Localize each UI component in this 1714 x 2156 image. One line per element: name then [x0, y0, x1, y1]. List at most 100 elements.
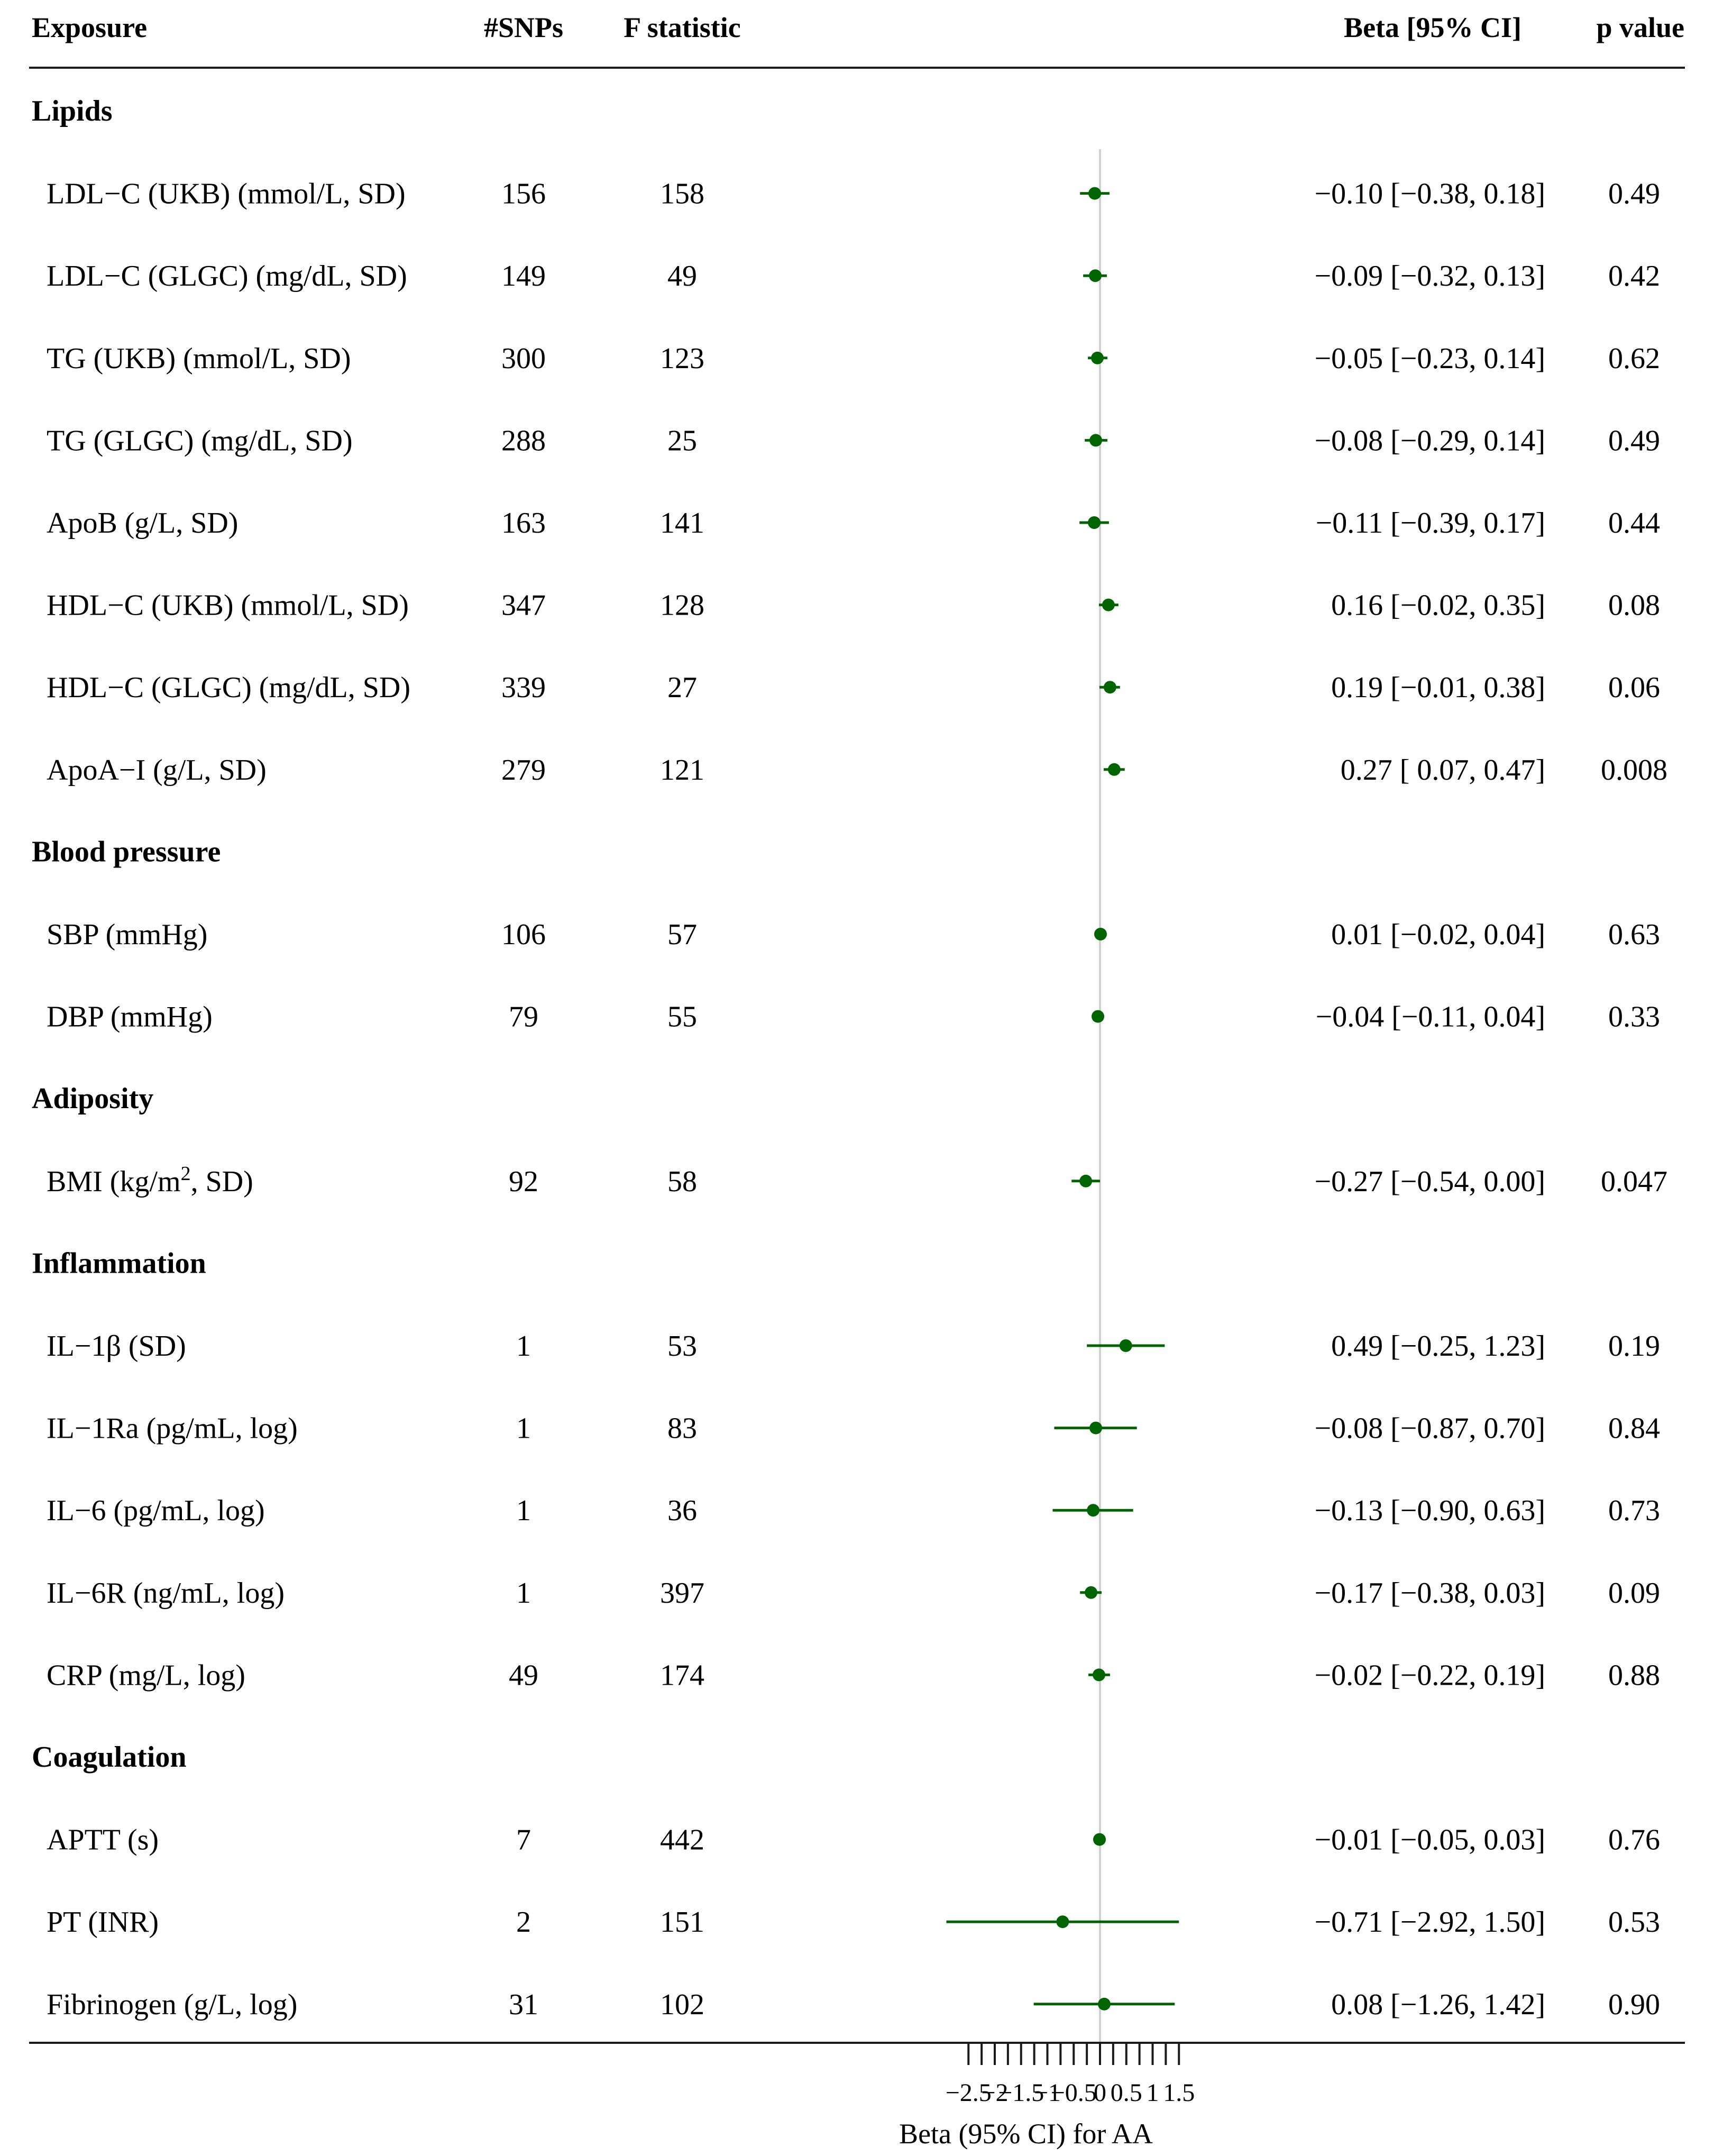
- f-statistic-value: 151: [660, 1906, 704, 1939]
- table-row: HDL−C (GLGC) (mg/dL, SD) 339 27 0.19 [−0.01…: [47, 671, 1660, 704]
- header-p-value: p value: [1596, 12, 1684, 43]
- beta-ci-text: −0.71 [−2.92, 1.50]: [1315, 1906, 1545, 1939]
- p-value: 0.49: [1608, 424, 1660, 457]
- f-statistic-value: 57: [667, 918, 697, 951]
- p-value: 0.76: [1608, 1824, 1660, 1857]
- table-row: IL−1Ra (pg/mL, log) 1 83 −0.08 [−0.87, 0.70…: [47, 1412, 1660, 1445]
- snps-value: 1: [516, 1330, 531, 1363]
- p-value: 0.008: [1601, 754, 1667, 787]
- p-value: 0.90: [1608, 1988, 1660, 2021]
- point-estimate: [1107, 763, 1121, 776]
- axis-tick-label: 1.5: [1163, 2079, 1195, 2107]
- beta-ci-text: 0.19 [−0.01, 0.38]: [1331, 671, 1545, 704]
- p-value: 0.047: [1601, 1165, 1667, 1198]
- beta-ci-text: −0.09 [−0.32, 0.13]: [1315, 260, 1545, 293]
- f-statistic-value: 442: [660, 1824, 704, 1857]
- exposure-label: Fibrinogen (g/L, log): [47, 1988, 297, 2021]
- point-estimate: [1091, 351, 1104, 364]
- point-estimate: [1093, 1668, 1106, 1682]
- axis-tick-label: −1.5: [998, 2079, 1044, 2107]
- snps-value: 31: [509, 1988, 538, 2021]
- table-row: BMI (kg/m2, SD) 92 58 −0.27 [−0.54, 0.00] 0.…: [47, 1163, 1667, 1198]
- snps-value: 92: [509, 1165, 538, 1198]
- group-heading: Adiposity: [32, 1082, 153, 1115]
- point-estimate: [1085, 1586, 1098, 1599]
- exposure-label: HDL−C (GLGC) (mg/dL, SD): [47, 671, 410, 704]
- table-row: HDL−C (UKB) (mmol/L, SD) 347 128 0.16 [−0.0…: [47, 589, 1660, 622]
- beta-ci-text: −0.08 [−0.87, 0.70]: [1315, 1412, 1545, 1445]
- beta-ci-text: −0.27 [−0.54, 0.00]: [1315, 1165, 1545, 1198]
- point-estimate: [1088, 516, 1101, 529]
- exposure-label: ApoB (g/L, SD): [47, 507, 238, 540]
- table-row: APTT (s) 7 442 −0.01 [−0.05, 0.03] 0.76: [47, 1824, 1660, 1857]
- f-statistic-value: 36: [667, 1494, 697, 1527]
- p-value: 0.33: [1608, 1001, 1660, 1034]
- f-statistic-value: 121: [660, 754, 704, 787]
- exposure-label: LDL−C (UKB) (mmol/L, SD): [47, 178, 406, 211]
- snps-value: 279: [501, 754, 546, 787]
- f-statistic-value: 25: [667, 424, 697, 457]
- f-statistic-value: 128: [660, 589, 704, 622]
- exposure-label: BMI (kg/m2, SD): [47, 1163, 253, 1198]
- p-value: 0.06: [1608, 671, 1660, 704]
- exposure-label-superscript: 2: [181, 1163, 191, 1185]
- header-f-statistic: F statistic: [624, 12, 740, 43]
- table-row: SBP (mmHg) 106 57 0.01 [−0.02, 0.04] 0.63: [47, 918, 1660, 951]
- p-value: 0.42: [1608, 260, 1660, 293]
- exposure-label: ApoA−I (g/L, SD): [47, 754, 267, 787]
- table-row: DBP (mmHg) 79 55 −0.04 [−0.11, 0.04] 0.33: [47, 1001, 1660, 1034]
- table-row: IL−6 (pg/mL, log) 1 36 −0.13 [−0.90, 0.63] 0…: [47, 1494, 1660, 1527]
- p-value: 0.62: [1608, 342, 1660, 375]
- beta-ci-text: −0.02 [−0.22, 0.19]: [1315, 1659, 1545, 1692]
- point-estimate: [1056, 1915, 1069, 1929]
- point-estimate: [1094, 928, 1107, 940]
- f-statistic-value: 49: [667, 260, 697, 293]
- point-estimate: [1089, 434, 1103, 447]
- p-value: 0.49: [1608, 178, 1660, 211]
- snps-value: 288: [501, 424, 546, 457]
- header-exposure: Exposure: [32, 12, 147, 43]
- point-estimate: [1092, 1010, 1105, 1023]
- axis-tick-label: 1: [1147, 2079, 1159, 2107]
- exposure-label: IL−1Ra (pg/mL, log): [47, 1412, 298, 1445]
- exposure-label: CRP (mg/L, log): [47, 1659, 245, 1692]
- table-row: TG (UKB) (mmol/L, SD) 300 123 −0.05 [−0.23,…: [47, 342, 1660, 375]
- beta-ci-text: −0.08 [−0.29, 0.14]: [1315, 424, 1545, 457]
- beta-ci-text: −0.10 [−0.38, 0.18]: [1315, 178, 1545, 211]
- beta-ci-text: −0.11 [−0.39, 0.17]: [1316, 507, 1545, 540]
- f-statistic-value: 123: [660, 342, 704, 375]
- p-value: 0.63: [1608, 918, 1660, 951]
- p-value: 0.09: [1608, 1577, 1660, 1610]
- beta-ci-text: −0.04 [−0.11, 0.04]: [1316, 1001, 1545, 1034]
- beta-ci-text: 0.49 [−0.25, 1.23]: [1331, 1330, 1545, 1363]
- table-row: LDL−C (UKB) (mmol/L, SD) 156 158 −0.10 [−0.…: [47, 178, 1660, 211]
- table-row: CRP (mg/L, log) 49 174 −0.02 [−0.22, 0.19] 0…: [47, 1659, 1660, 1692]
- header-beta-ci: Beta [95% CI]: [1344, 12, 1521, 43]
- axis-tick-label: 0: [1094, 2079, 1106, 2107]
- exposure-label-tail: , SD): [191, 1165, 253, 1198]
- snps-value: 1: [516, 1412, 531, 1445]
- table-row: ApoA−I (g/L, SD) 279 121 0.27 [ 0.07, 0.47]…: [47, 754, 1667, 787]
- snps-value: 79: [509, 1001, 538, 1034]
- snps-value: 163: [501, 507, 546, 540]
- axis-tick-label: −1: [1034, 2079, 1061, 2107]
- beta-ci-text: 0.16 [−0.02, 0.35]: [1331, 589, 1545, 622]
- point-estimate: [1102, 598, 1115, 611]
- axis-tick-label: 0.5: [1111, 2079, 1142, 2107]
- f-statistic-value: 58: [667, 1165, 697, 1198]
- p-value: 0.73: [1608, 1494, 1660, 1527]
- snps-value: 1: [516, 1494, 531, 1527]
- exposure-label: PT (INR): [47, 1906, 159, 1939]
- p-value: 0.88: [1608, 1659, 1660, 1692]
- exposure-label: TG (UKB) (mmol/L, SD): [47, 342, 351, 375]
- table-row: IL−1β (SD) 1 53 0.49 [−0.25, 1.23] 0.19: [47, 1330, 1660, 1363]
- snps-value: 339: [501, 671, 546, 704]
- beta-ci-text: 0.08 [−1.26, 1.42]: [1331, 1988, 1545, 2021]
- beta-ci-text: 0.01 [−0.02, 0.04]: [1331, 918, 1545, 951]
- axis-tick-label: −2.5: [946, 2079, 992, 2107]
- beta-ci-text: −0.17 [−0.38, 0.03]: [1315, 1577, 1545, 1610]
- group-heading: Blood pressure: [32, 835, 221, 868]
- f-statistic-value: 158: [660, 178, 704, 211]
- table-row: PT (INR) 2 151 −0.71 [−2.92, 1.50] 0.53: [47, 1906, 1660, 1939]
